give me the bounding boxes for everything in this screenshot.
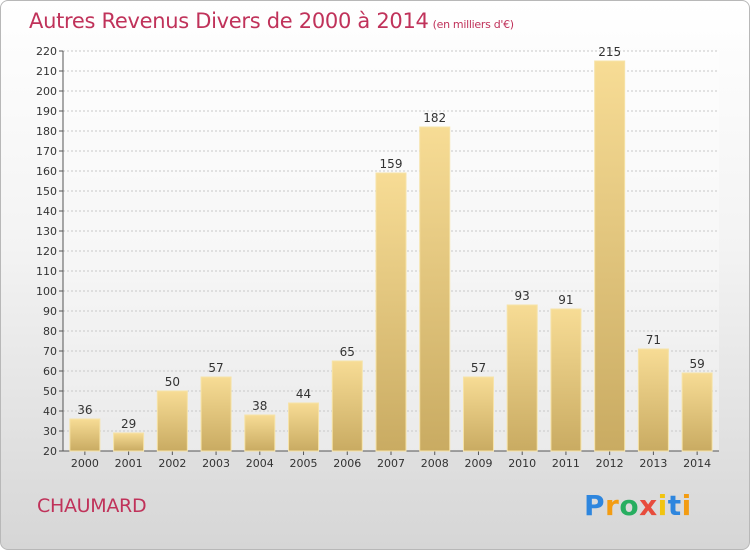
y-tick-label: 80	[43, 325, 57, 338]
logo-letter: o	[619, 489, 640, 522]
data-label: 57	[208, 361, 223, 375]
logo-letter: i	[681, 489, 692, 522]
data-label: 71	[646, 333, 661, 347]
bar	[244, 414, 276, 452]
x-tick-label: 2000	[71, 457, 99, 470]
bar	[113, 432, 145, 452]
x-tick-label: 2004	[246, 457, 274, 470]
data-label: 44	[296, 387, 311, 401]
y-tick-label: 150	[36, 185, 57, 198]
y-tick-label: 210	[36, 65, 57, 78]
x-tick-label: 2013	[639, 457, 667, 470]
y-tick-label: 190	[36, 105, 57, 118]
chart-subtitle: (en milliers d'€)	[432, 18, 514, 31]
chart-title: Autres Revenus Divers de 2000 à 2014 (en …	[29, 9, 514, 33]
bar	[331, 360, 363, 452]
data-label: 36	[77, 403, 92, 417]
bars	[69, 60, 713, 452]
y-tick-label: 120	[36, 245, 57, 258]
data-label: 91	[558, 293, 573, 307]
x-tick-label: 2001	[115, 457, 143, 470]
y-tick-label: 160	[36, 165, 57, 178]
y-tick-label: 110	[36, 265, 57, 278]
bar	[681, 372, 713, 452]
x-tick-label: 2008	[421, 457, 449, 470]
bar	[506, 304, 538, 452]
data-label: 59	[689, 357, 704, 371]
logo-letter: P	[584, 489, 606, 522]
x-tick-label: 2010	[508, 457, 536, 470]
logo-letter: x	[639, 489, 658, 522]
data-label: 57	[471, 361, 486, 375]
y-tick-label: 130	[36, 225, 57, 238]
y-tick-label: 170	[36, 145, 57, 158]
y-tick-label: 50	[43, 385, 57, 398]
bar	[637, 348, 669, 452]
y-tick-label: 60	[43, 365, 57, 378]
bar	[550, 308, 582, 452]
data-label: 159	[380, 157, 403, 171]
bar	[375, 172, 407, 452]
x-tick-label: 2012	[596, 457, 624, 470]
data-label: 50	[165, 375, 180, 389]
chart-title-text: Autres Revenus Divers de 2000 à 2014	[29, 9, 429, 33]
x-tick-label: 2002	[158, 457, 186, 470]
y-tick-label: 90	[43, 305, 57, 318]
y-tick-label: 140	[36, 205, 57, 218]
proxiti-logo: Proxiti	[584, 489, 692, 522]
axes: 20 30 40 50 60 70 80 90 100 110 120 130 140 150 160 170…	[36, 45, 719, 470]
bar	[156, 390, 188, 452]
data-label: 215	[598, 45, 621, 59]
y-tick-label: 20	[43, 445, 57, 458]
data-labels: 36 29 50 57 38 44 65 159 182 57 93 91 215 71 59	[77, 45, 705, 431]
x-tick-label: 2006	[333, 457, 361, 470]
y-tick-label: 30	[43, 425, 57, 438]
bar	[200, 376, 232, 452]
x-tick-label: 2003	[202, 457, 230, 470]
x-tick-label: 2014	[683, 457, 711, 470]
logo-letter: i	[657, 489, 668, 522]
x-tick-label: 2007	[377, 457, 405, 470]
bar	[594, 60, 626, 452]
x-tick-label: 2005	[290, 457, 318, 470]
bar	[419, 126, 451, 452]
logo-letter: r	[605, 489, 620, 522]
y-tick-label: 70	[43, 345, 57, 358]
data-label: 93	[515, 289, 530, 303]
y-tick-label: 40	[43, 405, 57, 418]
bar	[69, 418, 101, 452]
y-tick-label: 180	[36, 125, 57, 138]
data-label: 29	[121, 417, 136, 431]
bar	[288, 402, 320, 452]
bar	[462, 376, 494, 452]
x-tick-label: 2009	[464, 457, 492, 470]
data-label: 182	[423, 111, 446, 125]
commune-name: CHAUMARD	[37, 495, 147, 517]
y-tick-label: 100	[36, 285, 57, 298]
data-label: 38	[252, 399, 267, 413]
logo-letter: t	[667, 489, 682, 522]
y-tick-label: 200	[36, 85, 57, 98]
data-label: 65	[340, 345, 355, 359]
y-tick-label: 220	[36, 45, 57, 58]
x-tick-label: 2011	[552, 457, 580, 470]
